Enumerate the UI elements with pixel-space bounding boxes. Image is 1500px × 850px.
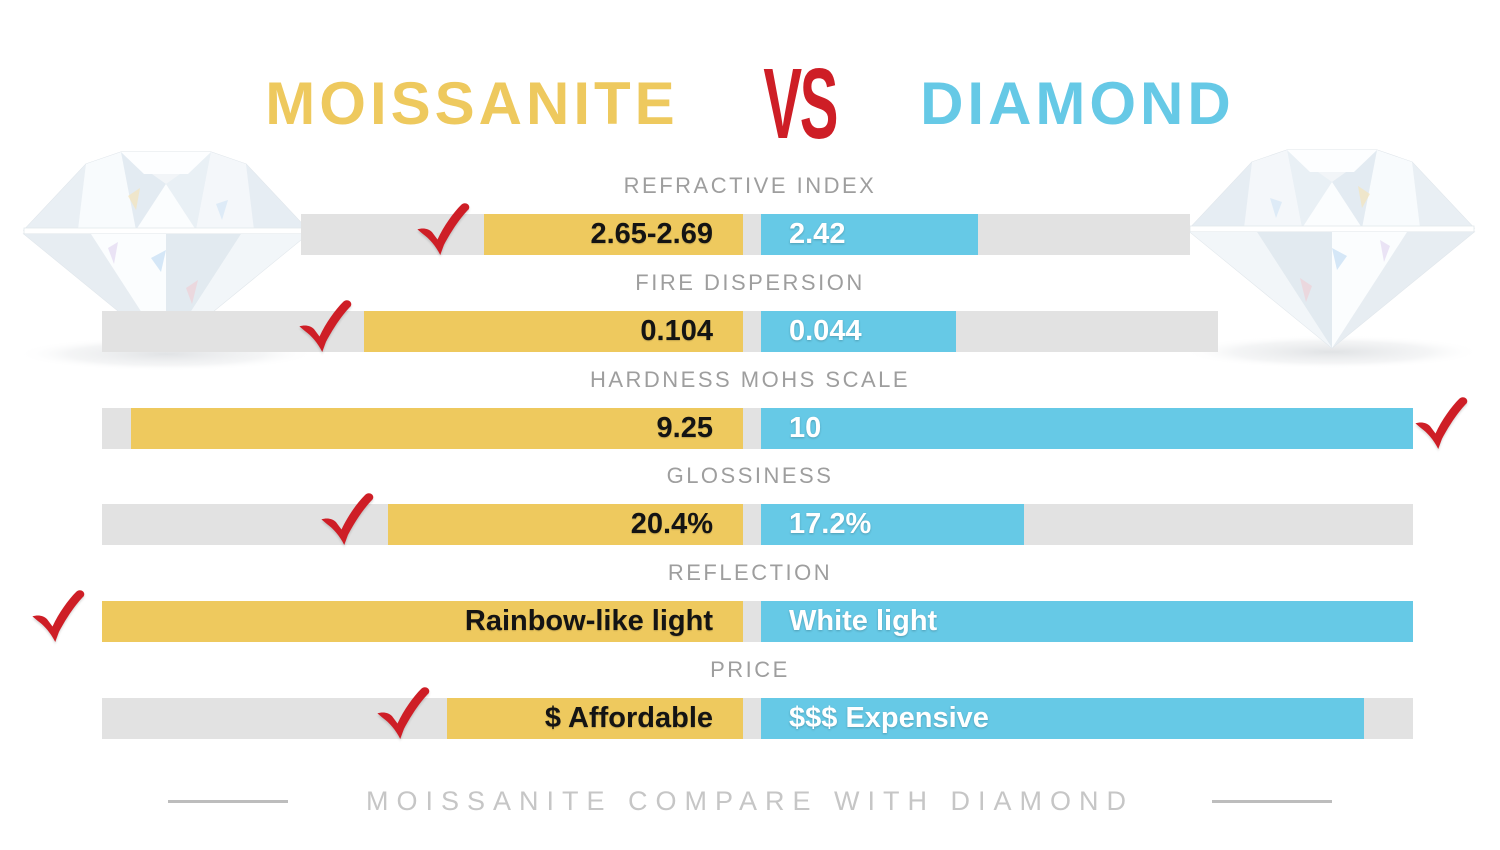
title-diamond: DIAMOND — [920, 70, 1235, 137]
bar-strip: 9.25 10 — [0, 397, 1500, 450]
comparison-rows: REFRACTIVE INDEX 2.65-2.69 2.42 FIRE DIS… — [0, 168, 1500, 750]
row-reflection: REFLECTION Rainbow-like light White ligh… — [0, 555, 1500, 652]
moissanite-value: Rainbow-like light — [464, 605, 713, 637]
metric-label: REFRACTIVE INDEX — [623, 173, 877, 198]
diamond-bar: 10 — [761, 408, 1413, 449]
diamond-bar: 2.42 — [761, 214, 978, 255]
diamond-value: 0.044 — [789, 315, 862, 347]
moissanite-bar: 0.104 — [364, 311, 743, 352]
metric-label: GLOSSINESS — [666, 463, 834, 488]
row-fire-dispersion: FIRE DISPERSION 0.104 0.044 — [0, 265, 1500, 362]
footer-rule-right — [1212, 799, 1332, 803]
moissanite-bar: 9.25 — [131, 408, 743, 449]
metric-label: REFLECTION — [667, 560, 833, 585]
winner-check-icon — [417, 203, 470, 256]
moissanite-bar: 2.65-2.69 — [484, 214, 743, 255]
moissanite-bar: $ Affordable — [447, 698, 743, 739]
bar-strip: 20.4% 17.2% — [0, 493, 1500, 546]
diamond-value: 17.2% — [789, 508, 872, 540]
moissanite-value: 0.104 — [640, 315, 713, 347]
moissanite-value: 9.25 — [656, 412, 713, 444]
diamond-bar: $$$ Expensive — [761, 698, 1364, 739]
footer-rule-left — [167, 799, 288, 803]
diamond-value: $$$ Expensive — [789, 702, 989, 734]
metric-label: PRICE — [710, 657, 790, 682]
diamond-photo-left — [16, 151, 316, 371]
footer-caption: MOISSANITE COMPARE WITH DIAMOND — [365, 785, 1134, 816]
diamond-value: White light — [789, 605, 938, 637]
winner-check-icon — [321, 493, 374, 546]
moissanite-value: 2.65-2.69 — [590, 218, 713, 250]
bar-strip: 2.65-2.69 2.42 — [0, 203, 1500, 256]
moissanite-bar: Rainbow-like light — [102, 601, 743, 642]
bar-track — [102, 504, 1413, 545]
diamond-bar: White light — [761, 601, 1413, 642]
diamond-value: 10 — [789, 412, 822, 444]
diamond-bar: 0.044 — [761, 311, 956, 352]
winner-check-icon — [32, 590, 85, 643]
row-hardness: HARDNESS MOHS SCALE 9.25 10 — [0, 362, 1500, 459]
moissanite-value: 20.4% — [630, 508, 713, 540]
bar-strip: 0.104 0.044 — [0, 300, 1500, 353]
row-glossiness: GLOSSINESS 20.4% 17.2% — [0, 458, 1500, 555]
winner-check-icon — [1415, 397, 1468, 450]
moissanite-bar: 20.4% — [388, 504, 743, 545]
diamond-value: 2.42 — [789, 218, 846, 250]
bar-strip: $ Affordable $$$ Expensive — [0, 687, 1500, 740]
page-title: MOISSANITE VS DIAMOND — [0, 54, 1500, 154]
moissanite-value: $ Affordable — [544, 702, 713, 734]
footer: MOISSANITE COMPARE WITH DIAMOND — [0, 784, 1500, 818]
row-refractive-index: REFRACTIVE INDEX 2.65-2.69 2.42 — [0, 168, 1500, 265]
title-vs: VS — [762, 48, 838, 160]
bar-strip: Rainbow-like light White light — [0, 590, 1500, 643]
diamond-bar: 17.2% — [761, 504, 1024, 545]
diamond-photo-right — [1182, 149, 1482, 369]
winner-check-icon — [377, 687, 430, 740]
metric-label: HARDNESS MOHS SCALE — [589, 367, 911, 392]
title-moissanite: MOISSANITE — [265, 70, 679, 137]
winner-check-icon — [299, 300, 352, 353]
metric-label: FIRE DISPERSION — [635, 270, 865, 295]
row-price: PRICE $ Affordable $$$ Expensive — [0, 652, 1500, 749]
